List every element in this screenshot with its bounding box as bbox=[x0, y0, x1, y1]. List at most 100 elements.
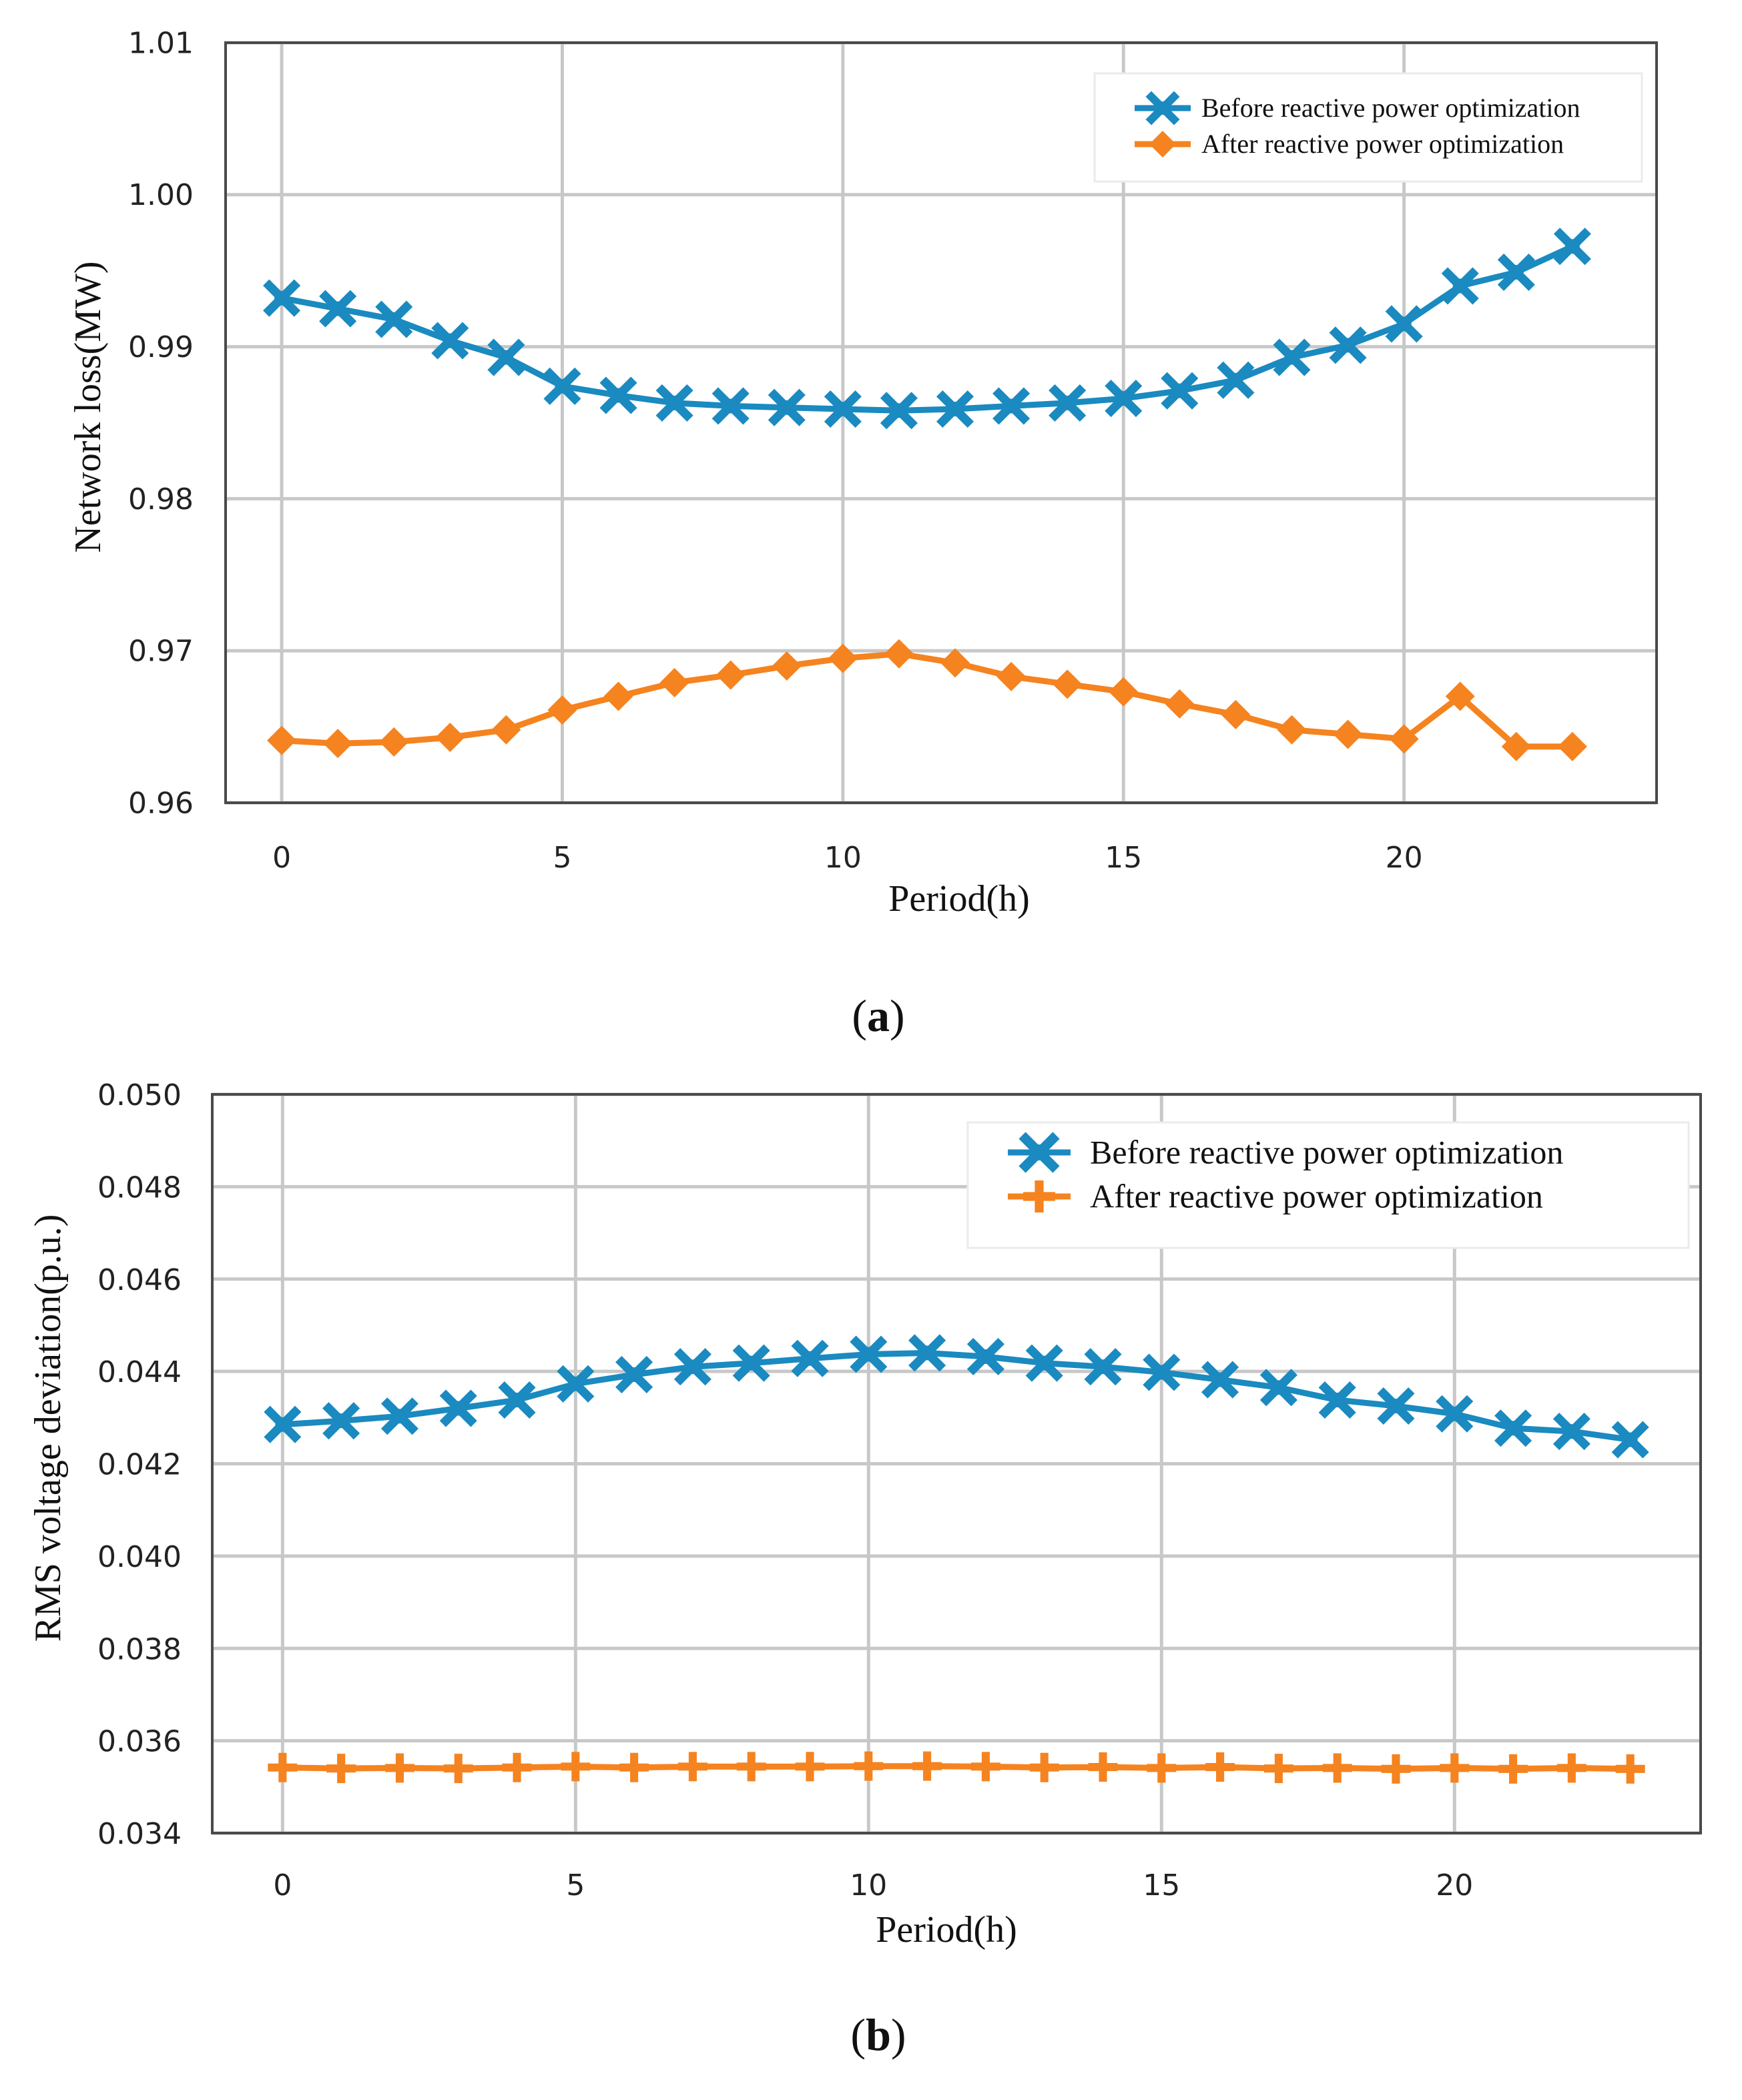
data-point-after bbox=[854, 1751, 884, 1781]
data-point-after bbox=[940, 648, 970, 678]
data-point-after bbox=[828, 643, 858, 673]
series-group bbox=[263, 228, 1591, 761]
x-tick-label: 0 bbox=[272, 841, 291, 875]
data-point-after bbox=[1109, 677, 1139, 707]
data-point-after bbox=[1445, 681, 1475, 711]
data-point-after bbox=[1381, 1754, 1411, 1784]
data-point-before bbox=[768, 388, 806, 426]
data-point-after bbox=[268, 1752, 298, 1782]
legend-box bbox=[966, 1121, 1690, 1249]
x-axis-title: Period(h) bbox=[876, 1909, 1017, 1951]
data-point-before bbox=[850, 1335, 888, 1373]
caption-close-paren: ) bbox=[890, 990, 905, 1041]
data-point-after bbox=[1263, 1754, 1293, 1784]
data-point-before bbox=[1049, 384, 1087, 422]
x-tick-label: 20 bbox=[1436, 1868, 1473, 1902]
panel-b-chart: 0.034 0.036 0.038 0.040 0.042 0.044 0.046 0.048… bbox=[27, 1078, 1702, 2060]
data-point-before bbox=[1161, 372, 1199, 410]
data-point-before bbox=[1318, 1381, 1356, 1419]
y-tick-label: 1.01 bbox=[128, 26, 194, 60]
data-point-before bbox=[439, 1389, 477, 1427]
panel-caption: (b) bbox=[850, 2009, 906, 2060]
data-point-before bbox=[936, 390, 974, 428]
data-point-before bbox=[908, 1334, 946, 1372]
legend-marker-before bbox=[1019, 1132, 1060, 1173]
legend-label-after: After reactive power optimization bbox=[1201, 129, 1564, 159]
data-point-before bbox=[1259, 1369, 1297, 1407]
data-point-after bbox=[267, 725, 297, 755]
data-point-before bbox=[1436, 1395, 1474, 1433]
data-point-before bbox=[1329, 326, 1367, 364]
data-point-before bbox=[615, 1355, 653, 1394]
legend-marker-after bbox=[1023, 1180, 1055, 1212]
data-point-after bbox=[1557, 731, 1587, 761]
data-point-before bbox=[431, 322, 469, 360]
data-point-after bbox=[1322, 1753, 1352, 1783]
panel-a-chart: 0.96 0.97 0.98 0.99 1.00 1.01 0 5 10 15 20 Before… bbox=[67, 26, 1658, 1041]
y-tick-label: 0.036 bbox=[97, 1725, 182, 1759]
series-after bbox=[267, 639, 1587, 761]
x-tick-label: 15 bbox=[1143, 1868, 1180, 1902]
data-point-before bbox=[1143, 1353, 1181, 1391]
data-point-before bbox=[375, 300, 413, 338]
data-point-before bbox=[264, 1405, 302, 1443]
y-axis-title: RMS voltage deviation(p.u.) bbox=[27, 1214, 69, 1642]
data-point-after bbox=[1165, 689, 1195, 719]
caption-text: (b) bbox=[850, 2009, 906, 2060]
y-tick-label: 0.046 bbox=[97, 1263, 182, 1297]
data-point-before bbox=[1084, 1348, 1122, 1386]
data-point-before bbox=[992, 387, 1031, 425]
data-point-after bbox=[795, 1752, 825, 1782]
y-tick-label: 0.050 bbox=[97, 1078, 182, 1112]
legend-marker-after bbox=[1149, 131, 1176, 157]
data-point-before bbox=[824, 390, 862, 428]
data-point-before bbox=[1611, 1421, 1649, 1459]
data-point-before bbox=[1201, 1361, 1239, 1399]
data-point-before bbox=[1273, 338, 1311, 376]
data-point-before bbox=[1553, 228, 1591, 266]
data-point-after bbox=[1053, 669, 1083, 699]
x-tick-label: 10 bbox=[850, 1868, 887, 1902]
data-point-before bbox=[1377, 1387, 1415, 1425]
data-point-after bbox=[1556, 1753, 1586, 1783]
data-point-after bbox=[443, 1754, 473, 1784]
caption-open-paren: ( bbox=[852, 990, 867, 1041]
legend-label-after: After reactive power optimization bbox=[1090, 1178, 1543, 1215]
data-point-before bbox=[966, 1337, 1004, 1376]
caption-letter: b bbox=[866, 2009, 891, 2060]
data-point-after bbox=[970, 1752, 1000, 1782]
caption-letter: a bbox=[867, 990, 890, 1041]
data-point-after bbox=[384, 1753, 414, 1783]
data-point-before bbox=[711, 387, 750, 425]
legend: Before reactive power optimization After… bbox=[966, 1121, 1690, 1249]
legend-marker-before bbox=[1145, 91, 1180, 125]
series-line-before bbox=[282, 1350, 1631, 1443]
data-point-after bbox=[1221, 699, 1251, 729]
data-point-before bbox=[673, 1348, 711, 1386]
data-point-after bbox=[547, 695, 577, 725]
caption-open-paren: ( bbox=[850, 2009, 866, 2060]
data-point-before bbox=[487, 338, 525, 376]
data-point-before bbox=[1552, 1413, 1590, 1451]
y-tick-label: 0.048 bbox=[97, 1170, 182, 1204]
data-point-after bbox=[1333, 719, 1363, 749]
data-point-before bbox=[322, 1402, 360, 1440]
series-before bbox=[264, 1334, 1649, 1459]
series-after bbox=[268, 1751, 1645, 1784]
data-point-before bbox=[732, 1344, 770, 1382]
data-point-after bbox=[619, 1752, 649, 1782]
data-point-after bbox=[1029, 1752, 1059, 1782]
plot-frame bbox=[224, 41, 1658, 804]
data-point-after bbox=[502, 1752, 532, 1782]
legend: Before reactive power optimization After… bbox=[1093, 72, 1643, 183]
y-tick-label: 0.98 bbox=[128, 482, 194, 516]
data-point-after bbox=[677, 1752, 707, 1782]
data-point-before bbox=[380, 1397, 418, 1435]
data-point-after bbox=[491, 715, 521, 745]
data-point-before bbox=[319, 290, 357, 328]
data-point-after bbox=[379, 727, 409, 757]
data-point-after bbox=[912, 1751, 942, 1781]
data-point-after bbox=[561, 1752, 591, 1782]
y-axis-ticks: 0.96 0.97 0.98 0.99 1.00 1.01 bbox=[128, 26, 194, 820]
